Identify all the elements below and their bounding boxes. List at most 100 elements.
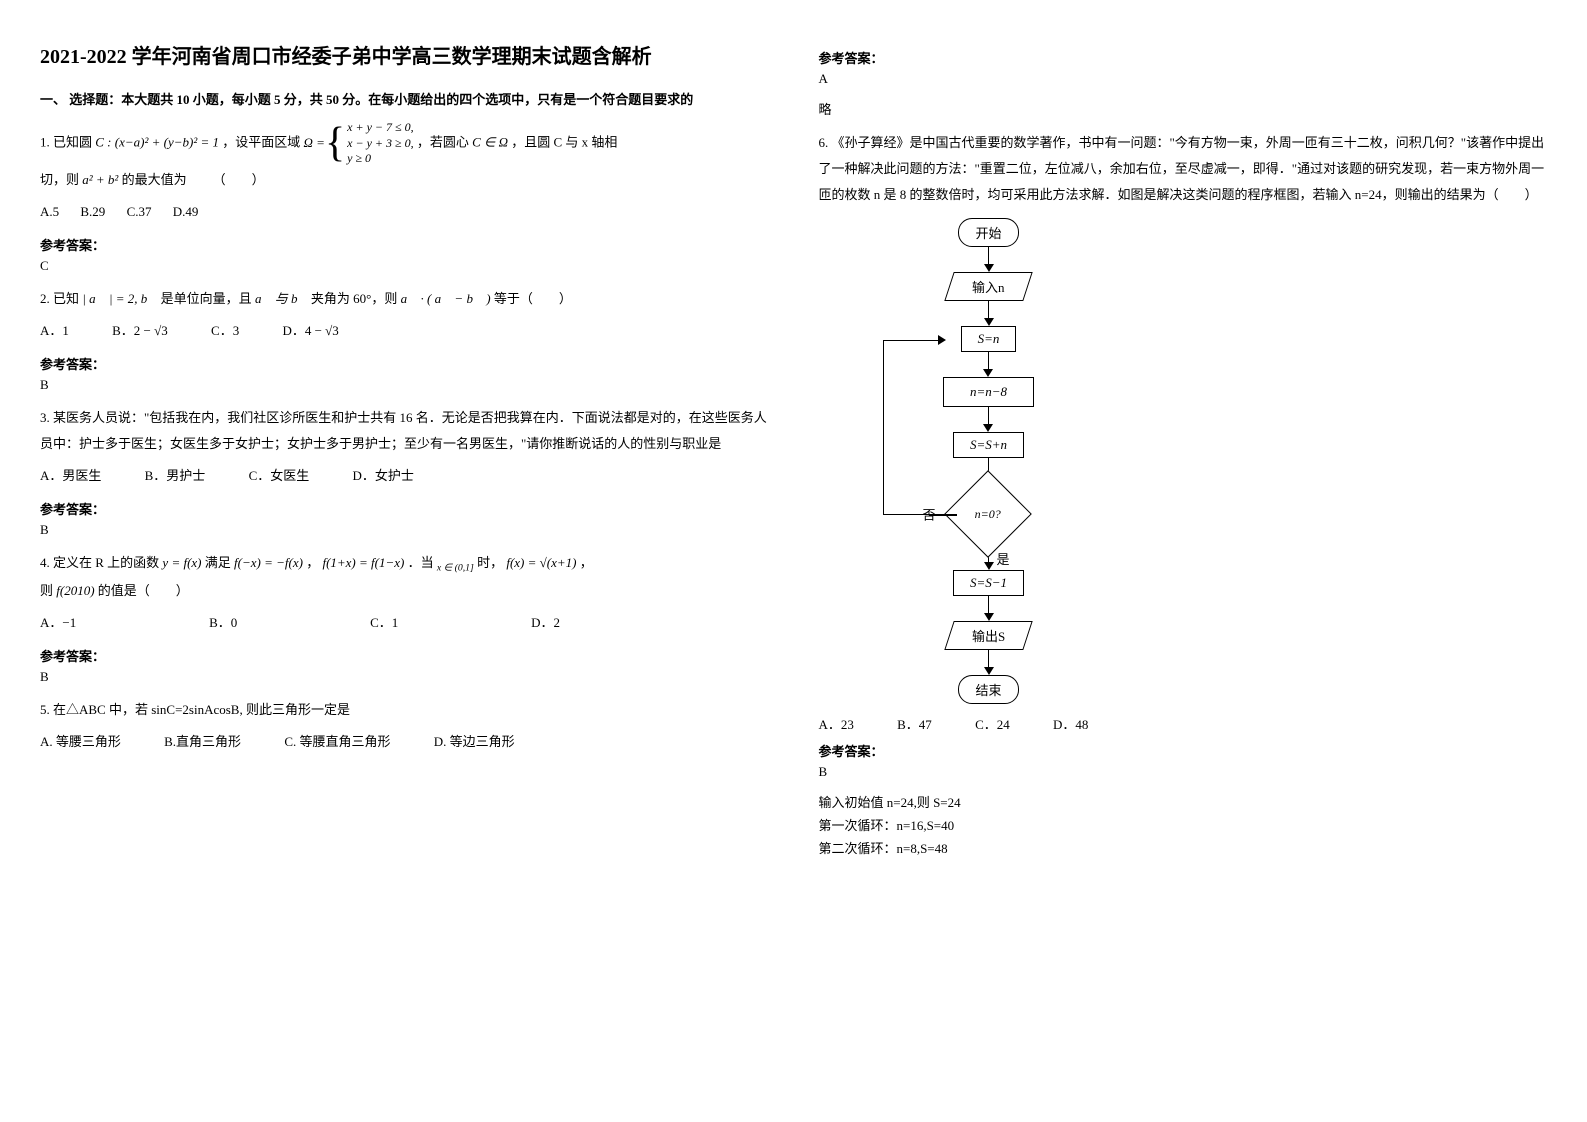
q4-sep1: ， xyxy=(306,555,319,570)
q4-answer: B xyxy=(40,669,769,685)
left-column: 2021-2022 学年河南省周口市经委子弟中学高三数学理期末试题含解析 一、 … xyxy=(40,40,769,861)
flow-connector xyxy=(988,352,990,370)
q1-sys3: y ≥ 0 xyxy=(347,151,413,167)
q1-mid1: ，设平面区域 xyxy=(222,134,300,149)
arrow-down-icon xyxy=(983,424,993,432)
q4-line2a: 则 xyxy=(40,583,53,598)
q2: 2. 已知 | a⃗ | = 2, b⃗ 是单位向量，且 a⃗ 与 b⃗ 夹角为… xyxy=(40,286,769,344)
q4: 4. 定义在 R 上的函数 y = f(x) 满足 f(−x) = −f(x) … xyxy=(40,550,769,636)
page: 2021-2022 学年河南省周口市经委子弟中学高三数学理期末试题含解析 一、 … xyxy=(40,40,1547,861)
q4-options: A．−1 B．0 C．1 D．2 xyxy=(40,610,600,636)
flow-connector xyxy=(988,301,990,319)
q5-text: 5. 在△ABC 中，若 sinC=2sinAcosB, 则此三角形一定是 xyxy=(40,702,350,717)
q6-opt-c: C．24 xyxy=(975,714,1010,733)
q3-opt-d: D．女护士 xyxy=(352,463,413,489)
q4-mid1: 满足 xyxy=(205,555,231,570)
q3-options: A．男医生 B．男护士 C．女医生 D．女护士 xyxy=(40,463,769,489)
q1-line2b: 的最大值为 （ ） xyxy=(122,172,265,187)
answer-label: 参考答案： xyxy=(819,741,1548,760)
q4-e2: f(−x) = −f(x) xyxy=(234,555,303,570)
q3-answer: B xyxy=(40,522,769,538)
q3-opt-b: B．男护士 xyxy=(145,463,206,489)
flow-loop-body: S=n n=n−8 S=S+n 否 n=0? xyxy=(943,326,1034,545)
q5-options: A. 等腰三角形 B.直角三角形 C. 等腰直角三角形 D. 等边三角形 xyxy=(40,729,769,755)
flow-branch-yes: 是 xyxy=(997,549,1010,568)
q5-opt-a: A. 等腰三角形 xyxy=(40,729,121,755)
q3-opt-a: A．男医生 xyxy=(40,463,101,489)
arrow-down-icon xyxy=(984,613,994,621)
q1-expr: a² + b² xyxy=(82,172,118,187)
q6-opt-b: B．47 xyxy=(897,714,932,733)
q5-opt-b: B.直角三角形 xyxy=(164,729,241,755)
arrow-down-icon xyxy=(983,369,993,377)
q3-text: 3. 某医务人员说："包括我在内，我们社区诊所医生和护士共有 16 名．无论是否… xyxy=(40,410,767,451)
flow-connector xyxy=(988,407,990,425)
q2-opt-b: B．2 − √3 xyxy=(112,318,168,344)
q4-mid3: 时， xyxy=(477,555,503,570)
flow-connector xyxy=(988,247,990,265)
flow-decision: n=0? xyxy=(945,470,1033,558)
q6-sol-2: 第一次循环：n=16,S=40 xyxy=(819,815,1548,834)
flow-decision-wrap: 否 n=0? xyxy=(957,483,1019,545)
flowchart: 开始 输入n S=n n=n−8 S=S+n 否 n=0? xyxy=(859,218,1119,704)
q4-prefix: 4. 定义在 R 上的函数 xyxy=(40,555,159,570)
arrow-down-icon xyxy=(984,562,994,570)
q5-opt-d: D. 等边三角形 xyxy=(434,729,515,755)
q1-mid2: ，若圆心 xyxy=(417,134,469,149)
flow-output-text: 输出S xyxy=(972,626,1005,645)
answer-label: 参考答案： xyxy=(40,354,769,373)
q6-sol-3: 第二次循环：n=8,S=48 xyxy=(819,838,1548,857)
q4-e4: x ∈ (0,1] xyxy=(437,562,474,573)
q2-opt-c: C．3 xyxy=(211,318,239,344)
q5-answer: A xyxy=(819,71,1548,87)
answer-label: 参考答案： xyxy=(40,499,769,518)
q6-opt-d: D．48 xyxy=(1053,714,1088,733)
flow-input-text: 输入n xyxy=(972,277,1005,296)
q4-e6: f(2010) xyxy=(56,583,94,598)
q1-sys2: x − y + 3 ≥ 0, xyxy=(347,136,413,152)
q5: 5. 在△ABC 中，若 sinC=2sinAcosB, 则此三角形一定是 A.… xyxy=(40,697,769,755)
q1-opt-c: C.37 xyxy=(127,199,152,225)
q2-options: A．1 B．2 − √3 C．3 D．4 − √3 xyxy=(40,318,769,344)
arrow-right-icon xyxy=(938,335,946,345)
q2-opt-a: A．1 xyxy=(40,318,69,344)
q2-mid1: 是单位向量，且 xyxy=(161,291,252,306)
q1-line2a: 切，则 xyxy=(40,172,79,187)
flow-input: 输入n xyxy=(945,272,1033,301)
part1-heading: 一、 选择题：本大题共 10 小题，每小题 5 分，共 50 分。在每小题给出的… xyxy=(40,89,769,108)
q4-mid2: ．当 xyxy=(408,555,434,570)
q4-opt-b: B．0 xyxy=(209,610,237,636)
flow-no-line xyxy=(929,514,957,516)
flow-connector xyxy=(988,596,990,614)
q6-answer: B xyxy=(819,764,1548,780)
flow-output: 输出S xyxy=(944,621,1033,650)
brace-icon: { xyxy=(325,122,345,164)
flow-end: 结束 xyxy=(958,675,1018,704)
q4-tail1: ， xyxy=(580,555,593,570)
q3: 3. 某医务人员说："包括我在内，我们社区诊所医生和护士共有 16 名．无论是否… xyxy=(40,405,769,489)
q4-opt-a: A．−1 xyxy=(40,610,76,636)
q5-opt-c: C. 等腰直角三角形 xyxy=(284,729,390,755)
answer-label: 参考答案： xyxy=(40,646,769,665)
q4-e5: f(x) = √(x+1) xyxy=(506,555,576,570)
q4-opt-d: D．2 xyxy=(531,610,560,636)
arrow-down-icon xyxy=(984,667,994,675)
q4-e3: f(1+x) = f(1−x) xyxy=(322,555,404,570)
q2-c1: | a⃗ | = 2, b⃗ xyxy=(82,291,157,306)
q2-answer: B xyxy=(40,377,769,393)
flow-start: 开始 xyxy=(958,218,1018,247)
q1-opt-a: A.5 xyxy=(40,199,59,225)
arrow-down-icon xyxy=(984,318,994,326)
q2-c3: a⃗ · ( a⃗ − b⃗ ) xyxy=(401,291,491,306)
flow-step-s-plus-n: S=S+n xyxy=(953,432,1024,458)
q1-sys1: x + y − 7 ≤ 0, xyxy=(347,120,413,136)
q6-options: A．23 B．47 C．24 D．48 xyxy=(819,714,1548,733)
flow-step-s-minus-1: S=S−1 xyxy=(953,570,1024,596)
answer-label: 参考答案： xyxy=(40,235,769,254)
arrow-down-icon xyxy=(984,264,994,272)
q2-tail: 等于（ ） xyxy=(494,291,572,306)
q2-prefix: 2. 已知 xyxy=(40,291,79,306)
answer-label: 参考答案： xyxy=(819,48,1548,67)
q6-opt-a: A．23 xyxy=(819,714,854,733)
flow-decision-text: n=0? xyxy=(975,506,1001,521)
